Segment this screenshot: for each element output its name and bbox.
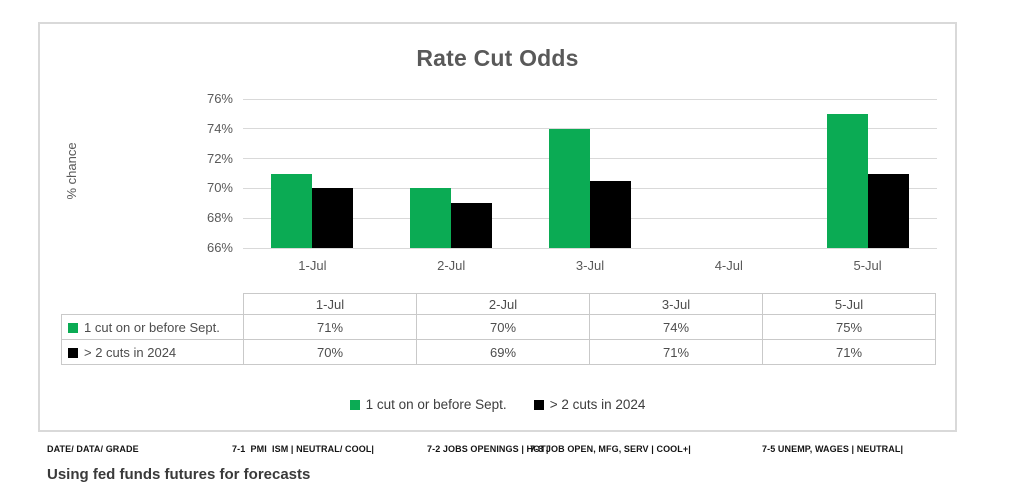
- footer-entry: 7-3 JOB OPEN, MFG, SERV | COOL+|: [530, 444, 691, 454]
- table-column-header: 1-Jul: [243, 293, 417, 315]
- legend-swatch-icon: [533, 399, 544, 410]
- gridline: [243, 247, 937, 249]
- gridline: [243, 98, 937, 100]
- bar-series2: [590, 180, 631, 248]
- y-tick-label: 72%: [206, 150, 233, 166]
- table-value-cell: 69%: [416, 339, 590, 365]
- y-tick-label: 66%: [206, 240, 233, 255]
- table-column-header: 3-Jul: [589, 293, 763, 315]
- table-row-label: 1 cut on or before Sept.: [61, 314, 244, 340]
- series-swatch-icon: [68, 347, 78, 358]
- y-tick-label: 74%: [206, 120, 233, 136]
- table-column-header: 5-Jul: [762, 293, 936, 315]
- footer-grade-heading: DATE/ DATA/ GRADE: [47, 444, 139, 454]
- bar-series2: [312, 188, 354, 248]
- y-tick-label: 68%: [206, 210, 233, 226]
- bar-series1: [271, 173, 313, 248]
- data-table-body: 1 cut on or before Sept. 71% 70% 74% 75% > 2 …: [61, 314, 936, 365]
- table-value-cell: 70%: [416, 314, 590, 340]
- chart-box: Rate Cut Odds % chance 1-Jul 2-Jul 3-Jul 5-…: [38, 22, 957, 432]
- legend-item: 1 cut on or before Sept.: [349, 397, 507, 412]
- footer-entry: 7-2 JOBS OPENINGS | HOT|: [427, 444, 549, 454]
- legend-item-label: > 2 cuts in 2024: [549, 397, 646, 412]
- plot-area: [243, 98, 937, 249]
- y-tick-label: 70%: [206, 180, 233, 196]
- data-table-header: 1-Jul 2-Jul 3-Jul 5-Jul: [62, 293, 936, 315]
- series-swatch-icon: [68, 322, 78, 333]
- bar-series2: [867, 173, 909, 248]
- x-tick-label: 5-Jul: [853, 258, 882, 273]
- x-tick-label: 3-Jul: [575, 258, 605, 273]
- bar-series1: [549, 128, 590, 248]
- gridline: [243, 128, 937, 130]
- gridline: [243, 158, 937, 160]
- bar-series2: [451, 203, 493, 248]
- bar-series1: [826, 113, 868, 248]
- legend-swatch-icon: [349, 399, 360, 410]
- table-row: 1 cut on or before Sept. 71% 70% 74% 75%: [61, 314, 936, 340]
- footer-entry: 7-5 UNEMP, WAGES | NEUTRAL|: [762, 444, 904, 454]
- legend-item-label: 1 cut on or before Sept.: [365, 397, 507, 412]
- x-tick-label: 2-Jul: [437, 258, 466, 273]
- table-value-cell: 75%: [762, 314, 936, 340]
- y-tick-label: 76%: [206, 91, 233, 106]
- legend: 1 cut on or before Sept. > 2 cuts in 2024: [40, 397, 955, 412]
- footer-entry: 7-1 PMI ISM | NEUTRAL/ COOL|: [232, 444, 375, 454]
- table-value-cell: 74%: [589, 314, 763, 340]
- x-tick-label: 1-Jul: [298, 258, 327, 273]
- table-header-row: 1-Jul 2-Jul 3-Jul 5-Jul: [62, 293, 936, 315]
- data-table: 1-Jul 2-Jul 3-Jul 5-Jul 1 cut on or before …: [61, 293, 936, 365]
- table-value-cell: 71%: [762, 339, 936, 365]
- table-value-cell: 71%: [589, 339, 763, 365]
- footnote: Using fed funds futures for forecasts: [47, 466, 311, 483]
- table-row: > 2 cuts in 2024 70% 69% 71% 71%: [61, 339, 936, 365]
- table-column-header: 2-Jul: [416, 293, 590, 315]
- x-tick-label: 4-Jul: [714, 258, 743, 273]
- bar-series1: [410, 188, 452, 248]
- table-value-cell: 71%: [243, 314, 417, 340]
- table-row-label: > 2 cuts in 2024: [61, 339, 244, 365]
- table-value-cell: 70%: [243, 339, 417, 365]
- y-axis-title: % chance: [64, 142, 79, 200]
- legend-item: > 2 cuts in 2024: [533, 397, 646, 412]
- table-corner-cell: [62, 294, 244, 315]
- chart-title: Rate Cut Odds: [416, 45, 579, 71]
